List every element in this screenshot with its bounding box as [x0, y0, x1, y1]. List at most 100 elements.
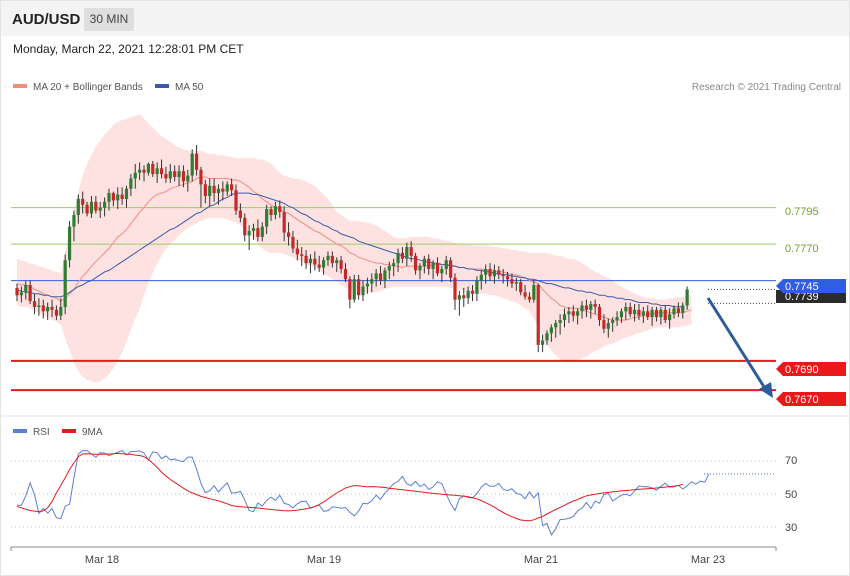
candle-body-106 — [479, 274, 483, 281]
rsi-tick-50: 50 — [785, 489, 797, 501]
candle-body-94 — [427, 258, 431, 269]
ma20-legend-label: MA 20 + Bollinger Bands — [33, 82, 143, 93]
candle-body-6 — [41, 305, 45, 312]
candle-body-85 — [387, 266, 391, 271]
candle-body-77 — [352, 279, 356, 300]
candle-body-66 — [304, 255, 308, 264]
candle-body-64 — [295, 248, 299, 255]
ma20-legend-swatch — [13, 84, 27, 88]
candle-body-31 — [151, 163, 155, 175]
last-price-label: 0.7739 — [785, 291, 819, 303]
candle-body-60 — [278, 206, 282, 213]
candle-body-23 — [116, 194, 120, 201]
candle-body-126 — [567, 311, 571, 315]
candle-body-18 — [94, 201, 98, 211]
rsi-ma9-line — [16, 452, 683, 522]
candle-body-20 — [103, 201, 107, 208]
level-label-0770: 0.7770 — [785, 243, 819, 255]
candle-body-113 — [510, 279, 514, 284]
candle-body-56 — [260, 226, 264, 237]
candle-body-46 — [216, 188, 221, 194]
candle-body-22 — [111, 193, 115, 201]
candle-body-45 — [212, 185, 216, 194]
rsi-legend-label: RSI — [33, 427, 50, 438]
candle-body-115 — [519, 282, 523, 293]
candle-body-58 — [269, 209, 273, 215]
candle-body-129 — [580, 305, 584, 312]
candle-body-83 — [378, 273, 383, 281]
candle-body-42 — [199, 169, 203, 185]
candle-body-82 — [374, 273, 378, 280]
candle-body-152 — [681, 305, 685, 313]
candle-body-99 — [449, 260, 453, 278]
candle-body-147 — [659, 309, 663, 318]
candle-body-61 — [282, 212, 286, 233]
candle-body-35 — [168, 171, 172, 179]
candle-body-136 — [611, 320, 615, 323]
candle-body-145 — [650, 309, 654, 318]
candle-body-50 — [234, 190, 238, 211]
candle-body-8 — [50, 306, 54, 310]
rsi-tick-70: 70 — [785, 455, 797, 467]
candle-body-87 — [396, 252, 400, 264]
candle-body-48 — [225, 184, 229, 192]
candle-body-68 — [313, 258, 317, 265]
candle-body-103 — [466, 290, 470, 299]
candle-body-54 — [251, 228, 256, 232]
candle-body-90 — [409, 247, 413, 256]
candle-body-62 — [286, 232, 291, 237]
candle-body-104 — [470, 290, 475, 294]
rsi-ma-legend-label: 9MA — [82, 427, 103, 438]
candle-body-97 — [440, 268, 444, 274]
candle-body-69 — [317, 264, 321, 268]
candle-body-9 — [54, 309, 59, 316]
candle-body-43 — [203, 184, 207, 196]
candle-body-76 — [348, 279, 352, 300]
candle-body-80 — [365, 283, 369, 287]
candle-body-72 — [330, 255, 334, 264]
candle-body-40 — [190, 153, 194, 176]
forecast-arrow — [706, 297, 773, 398]
candle-body-139 — [624, 306, 628, 312]
chart-datetime: Monday, March 22, 2021 12:28:01 PM CET — [13, 42, 244, 56]
candle-body-149 — [668, 314, 672, 321]
level-label-0795: 0.7795 — [785, 206, 819, 218]
candle-body-111 — [501, 274, 505, 277]
candle-body-102 — [462, 295, 466, 299]
candle-body-53 — [247, 231, 251, 236]
candle-body-16 — [85, 204, 89, 214]
candle-body-118 — [532, 285, 536, 300]
timeframe-button[interactable]: 30 MIN — [84, 8, 134, 31]
x-tick-mar21: Mar 21 — [524, 554, 558, 566]
candle-body-13 — [72, 214, 76, 227]
rsi-legend-swatch — [13, 429, 27, 433]
candle-body-112 — [505, 276, 510, 280]
candle-body-17 — [89, 201, 94, 214]
level-label-0745: 0.7745 — [785, 281, 819, 293]
candle-body-39 — [186, 175, 190, 182]
candle-body-91 — [413, 255, 418, 271]
candle-body-140 — [628, 306, 632, 315]
candle-body-144 — [646, 311, 650, 318]
candle-body-36 — [173, 171, 177, 178]
candle-body-114 — [514, 282, 518, 284]
rsi-layer — [16, 449, 776, 536]
candle-body-79 — [361, 286, 365, 296]
candle-body-93 — [422, 258, 426, 267]
candle-body-51 — [238, 210, 242, 218]
candle-body-15 — [81, 198, 85, 205]
candle-body-70 — [322, 260, 326, 268]
candle-body-29 — [142, 169, 146, 173]
candle-body-81 — [370, 279, 374, 284]
candle-body-24 — [120, 194, 124, 199]
candle-body-116 — [523, 292, 527, 297]
rsi-line — [17, 449, 710, 536]
candle-body-55 — [256, 228, 260, 237]
candle-body-52 — [243, 217, 247, 236]
candle-body-63 — [291, 236, 295, 249]
candle-body-92 — [418, 266, 422, 271]
candle-body-4 — [32, 301, 37, 307]
ma20-line — [16, 176, 692, 321]
candle-body-32 — [155, 168, 159, 175]
